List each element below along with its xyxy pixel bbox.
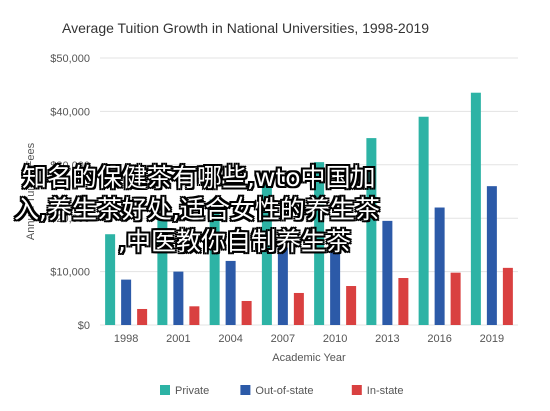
bar-private xyxy=(209,199,220,325)
legend-swatch xyxy=(240,385,251,395)
bar-out-of-state xyxy=(382,220,393,325)
legend-swatch xyxy=(160,385,170,395)
y-tick-label: $50,000 xyxy=(50,53,90,65)
y-tick-label: $20,000 xyxy=(50,213,90,225)
bar-private xyxy=(261,180,272,325)
bar-in-state xyxy=(450,272,461,325)
legend-swatch xyxy=(351,385,362,395)
y-tick-label: $10,000 xyxy=(50,267,90,279)
legend-label: In-state xyxy=(367,385,404,397)
x-tick-label: 2019 xyxy=(480,333,504,345)
bar-private xyxy=(105,234,116,325)
y-tick-label: $30,000 xyxy=(50,160,90,172)
bar-in-state xyxy=(189,306,200,325)
y-tick-label: $40,000 xyxy=(50,106,90,118)
bar-in-state xyxy=(398,278,409,325)
bar-out-of-state xyxy=(486,186,497,325)
x-tick-label: 2016 xyxy=(427,333,451,345)
x-tick-label: 2010 xyxy=(323,333,347,345)
bar-out-of-state xyxy=(330,236,341,325)
bar-in-state xyxy=(502,267,513,325)
bar-in-state xyxy=(241,300,252,325)
bar-out-of-state xyxy=(173,271,184,325)
bar-in-state xyxy=(346,286,357,325)
y-tick-label: $0 xyxy=(78,320,90,332)
bar-private xyxy=(366,138,377,325)
x-tick-label: 2007 xyxy=(271,333,295,345)
x-tick-label: 2013 xyxy=(375,333,399,345)
bar-private xyxy=(418,116,429,326)
bar-in-state xyxy=(293,292,304,325)
bar-out-of-state xyxy=(121,279,132,325)
bar-private xyxy=(157,218,168,325)
bar-out-of-state xyxy=(434,207,445,325)
x-tick-label: 2001 xyxy=(166,333,190,345)
bar-in-state xyxy=(137,308,148,325)
x-tick-label: 1998 xyxy=(114,333,138,345)
bar-out-of-state xyxy=(277,247,288,325)
x-axis-label: Academic Year xyxy=(272,352,346,364)
legend-label: Out-of-state xyxy=(255,385,313,397)
bar-private xyxy=(470,92,481,326)
legend-label: Private xyxy=(175,385,209,397)
bar-private xyxy=(314,162,325,325)
x-tick-label: 2004 xyxy=(218,333,242,345)
y-axis-label: Annual Tuition Fees xyxy=(25,142,37,240)
bar-out-of-state xyxy=(225,260,236,325)
chart-title: Average Tuition Growth in National Unive… xyxy=(62,20,430,36)
